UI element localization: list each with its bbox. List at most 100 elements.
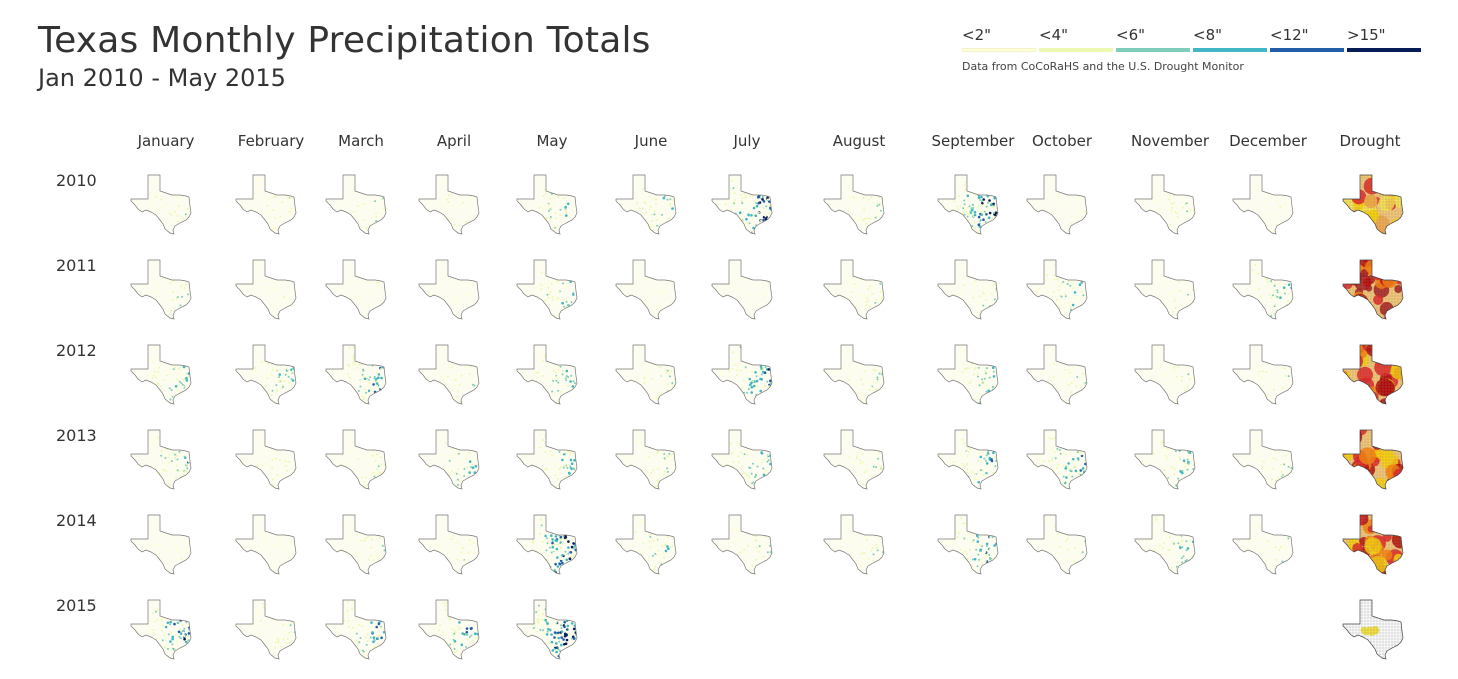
precip-map-2011-december [1232,258,1298,320]
data-source-note: Data from CoCoRaHS and the U.S. Drought … [962,60,1244,73]
legend-item: <8" [1193,26,1270,52]
column-header-march: March [338,132,384,150]
drought-map-2013 [1342,428,1408,490]
precip-map-2014-april [418,513,484,575]
precip-map-2010-november [1134,173,1200,235]
column-header-december: December [1229,132,1307,150]
precip-map-2010-july [711,173,777,235]
column-header-august: August [832,132,886,150]
precip-map-2013-november [1134,428,1200,490]
drought-map-2010 [1342,173,1408,235]
precipitation-legend: <2" <4" <6" <8" <12" >15" Data from CoCoRaHS … [962,26,1424,73]
column-header-june: June [634,132,668,150]
row-label-2015: 2015 [56,596,97,615]
precip-map-2011-april [418,258,484,320]
column-header-september: September [931,132,1015,150]
precip-map-2013-may [516,428,582,490]
precip-map-2012-august [823,343,889,405]
legend-swatch [1039,48,1113,52]
precip-map-2015-april [418,598,484,660]
legend-item: <6" [1116,26,1193,52]
precip-map-2015-march [325,598,391,660]
precip-map-2013-december [1232,428,1298,490]
drought-map-2012 [1342,343,1408,405]
precip-map-2012-june [615,343,681,405]
precip-map-2013-april [418,428,484,490]
row-label-2013: 2013 [56,426,97,445]
legend-label: >15" [1347,26,1386,44]
row-label-2011: 2011 [56,256,97,275]
precip-map-2012-december [1232,343,1298,405]
precip-map-2010-march [325,173,391,235]
precip-map-2014-december [1232,513,1298,575]
legend-swatch [1193,48,1267,52]
legend-swatch [1270,48,1344,52]
precip-map-2010-september [937,173,1003,235]
precip-map-2013-october [1026,428,1092,490]
precip-map-2014-june [615,513,681,575]
precip-map-2014-february [235,513,301,575]
precip-map-2015-january [130,598,196,660]
row-label-2012: 2012 [56,341,97,360]
precip-map-2014-january [130,513,196,575]
legend-item: <4" [1039,26,1116,52]
legend-label: <4" [1039,26,1069,44]
precip-map-2012-march [325,343,391,405]
column-header-may: May [536,132,568,150]
precip-map-2010-june [615,173,681,235]
legend-item: >15" [1347,26,1424,52]
column-header-january: January [137,132,195,150]
legend-item: <2" [962,26,1039,52]
precip-map-2012-april [418,343,484,405]
precip-map-2014-november [1134,513,1200,575]
legend-label: <2" [962,26,992,44]
precip-map-2014-may [516,513,582,575]
legend-items: <2" <4" <6" <8" <12" >15" [962,26,1424,52]
drought-map-2014 [1342,513,1408,575]
precip-map-2012-february [235,343,301,405]
precip-map-2014-july [711,513,777,575]
drought-map-2015 [1342,598,1408,660]
precip-map-2011-october [1026,258,1092,320]
legend-label: <8" [1193,26,1223,44]
precip-map-2010-october [1026,173,1092,235]
column-header-july: July [733,132,761,150]
drought-map-2011 [1342,258,1408,320]
precip-map-2014-august [823,513,889,575]
precip-map-2010-february [235,173,301,235]
column-header-november: November [1130,132,1210,150]
legend-item: <12" [1270,26,1347,52]
precip-map-2015-may [516,598,582,660]
legend-label: <6" [1116,26,1146,44]
chart-title: Texas Monthly Precipitation Totals [38,20,651,61]
precip-map-2014-october [1026,513,1092,575]
precip-map-2013-september [937,428,1003,490]
precip-map-2010-august [823,173,889,235]
precip-map-2011-may [516,258,582,320]
row-label-2010: 2010 [56,171,97,190]
precip-map-2013-july [711,428,777,490]
precip-map-2011-september [937,258,1003,320]
precip-map-2013-june [615,428,681,490]
column-header-february: February [237,132,305,150]
precip-map-2010-december [1232,173,1298,235]
chart-subtitle: Jan 2010 - May 2015 [38,64,286,92]
precip-map-2011-july [711,258,777,320]
precip-map-2012-october [1026,343,1092,405]
precip-map-2013-march [325,428,391,490]
row-label-2014: 2014 [56,511,97,530]
precip-map-2011-january [130,258,196,320]
legend-swatch [962,48,1036,52]
column-header-april: April [436,132,472,150]
legend-swatch [1116,48,1190,52]
precip-map-2012-september [937,343,1003,405]
precip-map-2012-november [1134,343,1200,405]
precip-map-2013-february [235,428,301,490]
legend-label: <12" [1270,26,1309,44]
precip-map-2010-april [418,173,484,235]
precip-map-2011-march [325,258,391,320]
precip-map-2012-july [711,343,777,405]
precip-map-2014-september [937,513,1003,575]
precip-map-2010-may [516,173,582,235]
precip-map-2012-may [516,343,582,405]
